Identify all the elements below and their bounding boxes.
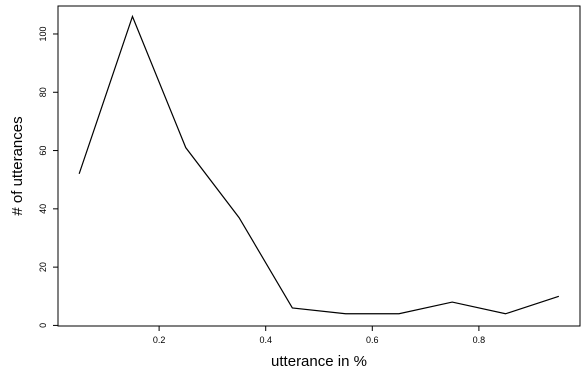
y-axis: 0 20 40 60 80 100 <box>38 26 58 328</box>
x-tick-label: 0.4 <box>259 335 272 345</box>
y-tick-label: 20 <box>38 262 48 272</box>
y-tick-label: 40 <box>38 204 48 214</box>
plot-frame <box>57 5 581 327</box>
y-tick-label: 60 <box>38 146 48 156</box>
y-tick-label: 100 <box>38 26 48 41</box>
x-tick-label: 0.6 <box>366 335 379 345</box>
x-axis-title: utterance in % <box>271 353 367 370</box>
series-layer <box>78 14 560 315</box>
x-tick-label: 0.8 <box>473 335 486 345</box>
y-axis-title: # of utterances <box>9 116 26 215</box>
y-tick-label: 0 <box>38 323 48 328</box>
x-tick-label: 0.2 <box>153 335 166 345</box>
x-axis: 0.2 0.4 0.6 0.8 <box>153 326 485 345</box>
series-line <box>78 14 560 315</box>
y-tick-label: 80 <box>38 87 48 97</box>
